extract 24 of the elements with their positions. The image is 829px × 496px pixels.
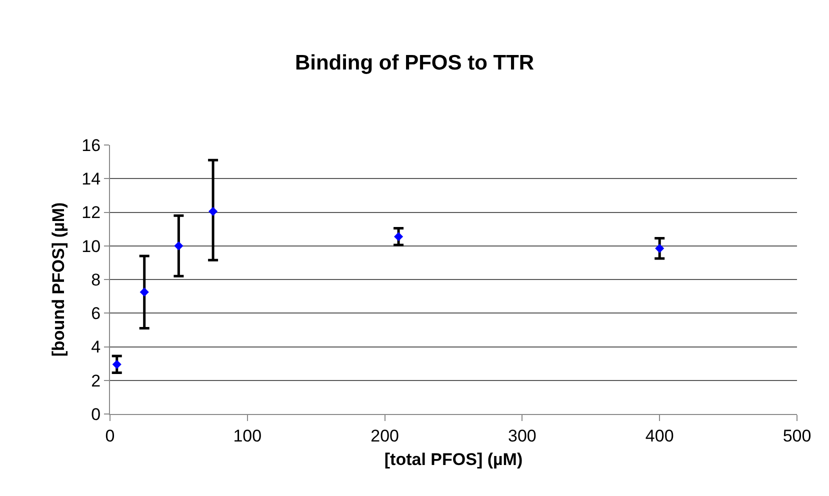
- y-tick-label: 4: [91, 338, 101, 357]
- x-tick-label: 400: [645, 426, 674, 446]
- x-tick-label: 0: [105, 426, 115, 446]
- y-tick-label: 10: [82, 236, 101, 256]
- x-tick-label: 200: [370, 426, 399, 446]
- chart-title: Binding of PFOS to TTR: [294, 51, 534, 74]
- y-axis-title: [bound PFOS] (µM): [49, 202, 68, 357]
- point: [655, 244, 664, 253]
- y-tick-label: 16: [82, 136, 101, 155]
- y-tick-label: 12: [82, 203, 101, 222]
- point: [394, 232, 404, 242]
- x-tick-label: 100: [233, 426, 262, 446]
- y-tick-label: 8: [91, 270, 101, 290]
- x-tick-label: 300: [508, 426, 536, 446]
- point: [208, 206, 218, 216]
- point: [140, 288, 149, 297]
- y-tick-label: 6: [91, 304, 101, 324]
- y-tick-label: 0: [91, 404, 101, 424]
- x-tick-label: 500: [782, 426, 812, 446]
- x-axis-title: [total PFOS] (µM): [384, 450, 523, 469]
- y-tick-label: 2: [91, 371, 101, 390]
- point: [112, 360, 122, 369]
- y-tick-label: 14: [82, 170, 101, 189]
- point: [174, 241, 184, 250]
